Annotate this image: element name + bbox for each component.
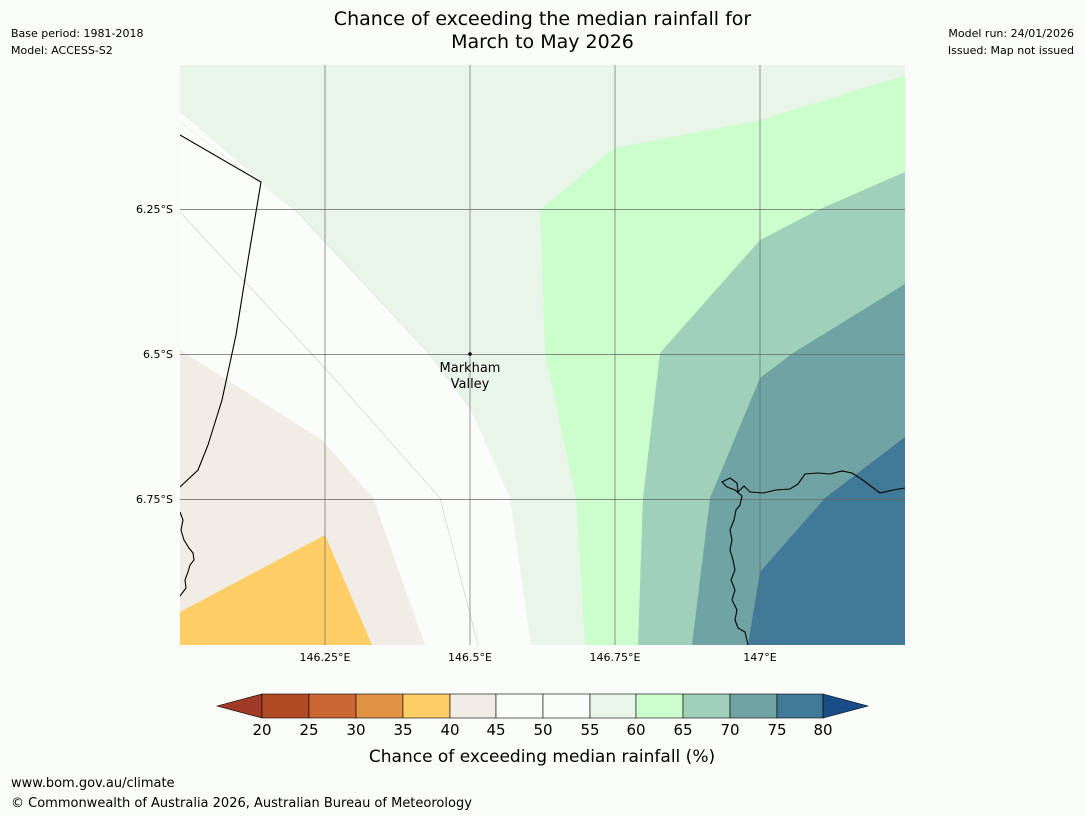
colorbar-high-arrow [822,693,870,719]
base-period-text: Base period: 1981-2018 [11,27,144,40]
lat-label-6-25: 6.25°S [136,203,173,216]
model-text: Model: ACCESS-S2 [11,44,113,57]
contour-75-80 [748,437,905,645]
lon-label-146-75: 146.75°E [590,651,641,664]
colorbar-segment-75-80 [776,693,824,719]
colorbar-tick: 75 [767,721,786,739]
colorbar-tick: 60 [626,721,645,739]
colorbar-segment-35-40 [402,693,451,719]
title-line-1: Chance of exceeding the median rainfall … [333,8,752,30]
colorbar-segment-60-65 [635,693,684,719]
contour-40-45 [180,350,425,645]
map-frame [180,65,905,645]
colorbar-tick: 25 [299,721,318,739]
contour-line-55 [180,121,471,409]
lon-label-146-5: 146.5°E [448,651,492,664]
colorbar-tick: 20 [252,721,271,739]
colorbar-tick: 50 [533,721,552,739]
model-run-text: Model run: 24/01/2026 [948,27,1074,40]
colorbar-segment-45-50 [495,693,544,719]
map-title: Chance of exceeding the median rainfall … [0,8,1085,54]
footer-copyright: © Commonwealth of Australia 2026, Austra… [11,796,472,811]
title-line-2: March to May 2026 [451,31,634,53]
colorbar-segment-20-25 [261,693,310,719]
issued-text: Issued: Map not issued [947,44,1074,57]
place-label-line2: Valley [451,377,490,392]
colorbar-tick: 65 [673,721,692,739]
lat-label-6-5: 6.5°S [143,348,173,361]
colorbar-label: Chance of exceeding median rainfall (%) [369,747,715,767]
colorbar-tick: 40 [440,721,459,739]
colorbar-low-arrow [215,693,263,719]
colorbar-tick: 35 [393,721,412,739]
place-label-line1: Markham [440,361,501,376]
colorbar-tick: 45 [486,721,505,739]
footer-url: www.bom.gov.au/climate [11,776,175,791]
colorbar-segment-65-70 [682,693,731,719]
colorbar-tick: 80 [813,721,832,739]
colorbar-tick: 70 [720,721,739,739]
lat-label-6-75: 6.75°S [136,493,173,506]
colorbar-tick: 55 [580,721,599,739]
colorbar-segment-55-60 [589,693,637,719]
colorbar [215,693,870,719]
coastline-west [180,511,195,597]
lon-label-147: 147°E [743,651,776,664]
contour-line-50 [180,211,479,645]
colorbar-segment-50-55 [542,693,591,719]
colorbar-tick: 30 [346,721,365,739]
lon-label-146-25: 146.25°E [300,651,351,664]
colorbar-ticks: 20 25 30 35 40 45 50 55 60 65 70 75 80 [252,721,832,739]
colorbar-segment-40-45 [449,693,497,719]
colorbar-segment-70-75 [729,693,778,719]
coastline-east [721,470,905,645]
colorbar-segment-30-35 [355,693,404,719]
boundary-line [180,134,262,488]
colorbar-segment-25-30 [308,693,357,719]
markham-valley-marker [468,352,472,356]
contour-35-40 [180,535,372,645]
